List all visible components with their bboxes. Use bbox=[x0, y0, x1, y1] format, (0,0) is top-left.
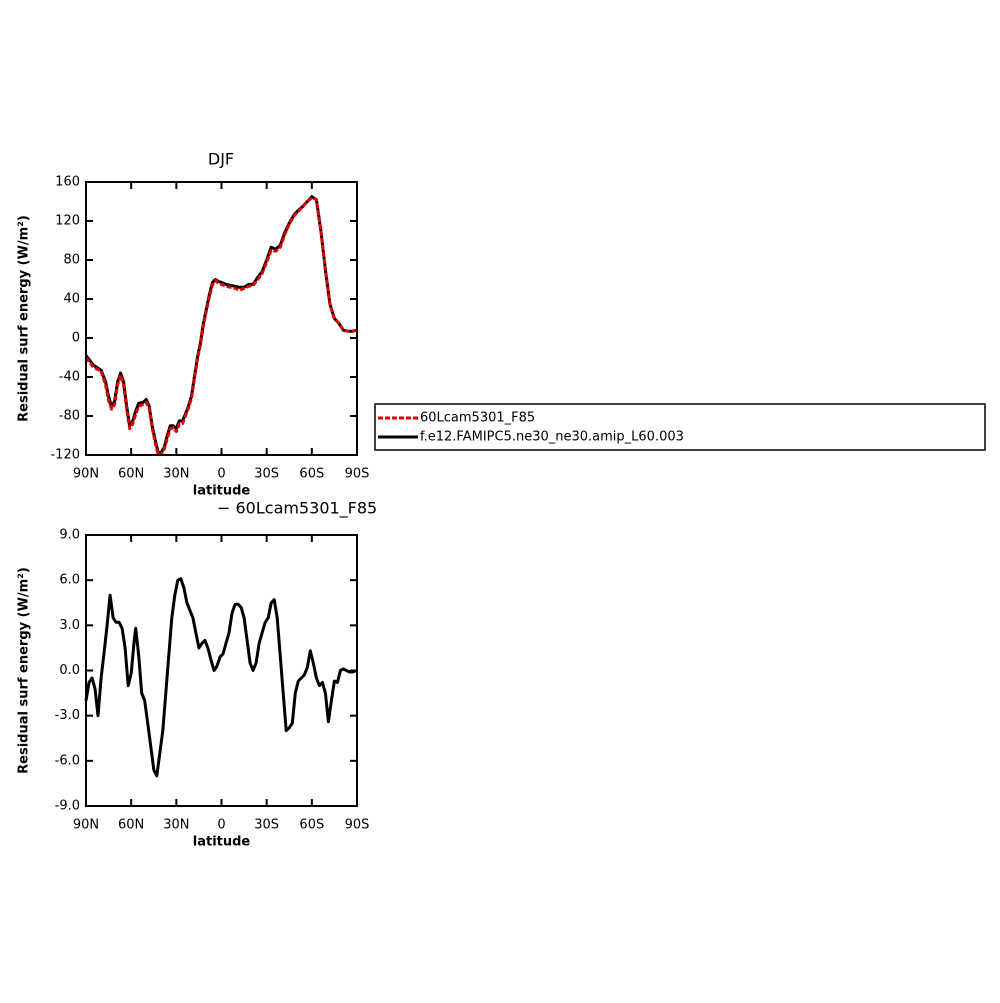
x-tick-label: 30N bbox=[163, 467, 189, 482]
y-tick-label: -80 bbox=[59, 409, 80, 424]
y-tick-label: 9.0 bbox=[59, 528, 80, 543]
legend-label: 60Lcam5301_F85 bbox=[420, 411, 535, 426]
x-tick-label: 60S bbox=[299, 818, 324, 833]
y-tick-label: 0.0 bbox=[59, 663, 80, 678]
y-tick-label: 40 bbox=[63, 292, 80, 307]
plot-frame bbox=[85, 534, 358, 807]
x-tick-label: 60S bbox=[299, 467, 324, 482]
x-tick-label: 60N bbox=[118, 467, 144, 482]
x-tick-label: 90S bbox=[345, 818, 370, 833]
x-tick-label: 30N bbox=[163, 818, 189, 833]
x-tick-label: 90S bbox=[345, 467, 370, 482]
x-tick-label: 0 bbox=[217, 467, 225, 482]
x-tick-label: 30S bbox=[254, 467, 279, 482]
x-tick-label: 30S bbox=[254, 818, 279, 833]
x-tick-label: 60N bbox=[118, 818, 144, 833]
y-tick-label: 6.0 bbox=[59, 573, 80, 588]
chart-title: − 60Lcam5301_F85 bbox=[217, 499, 377, 519]
y-tick-label: 80 bbox=[63, 253, 80, 268]
x-axis-label: latitude bbox=[193, 835, 251, 850]
y-tick-label: 120 bbox=[55, 214, 80, 229]
y-tick-label: 3.0 bbox=[59, 618, 80, 633]
legend-label: f.e12.FAMIPC5.ne30_ne30.amip_L60.003 bbox=[420, 430, 684, 445]
y-tick-label: -3.0 bbox=[55, 708, 80, 723]
data-line bbox=[84, 196, 358, 457]
y-axis-label: Residual surf energy (W/m²) bbox=[17, 215, 32, 422]
y-tick-label: 160 bbox=[55, 175, 80, 190]
y-tick-label: -9.0 bbox=[55, 799, 80, 814]
plot-frame bbox=[85, 181, 358, 456]
x-tick-label: 0 bbox=[217, 818, 225, 833]
y-tick-label: -6.0 bbox=[55, 753, 80, 768]
x-tick-label: 90N bbox=[73, 818, 99, 833]
y-tick-label: -40 bbox=[59, 370, 80, 385]
legend-box bbox=[374, 403, 986, 451]
chart-title: DJF bbox=[208, 150, 234, 169]
y-tick-label: 0 bbox=[72, 331, 80, 346]
x-tick-label: 90N bbox=[73, 467, 99, 482]
x-axis-label: latitude bbox=[193, 484, 251, 499]
y-axis-label: Residual surf energy (W/m²) bbox=[17, 567, 32, 774]
y-tick-label: -120 bbox=[50, 448, 80, 463]
data-line bbox=[84, 577, 358, 778]
